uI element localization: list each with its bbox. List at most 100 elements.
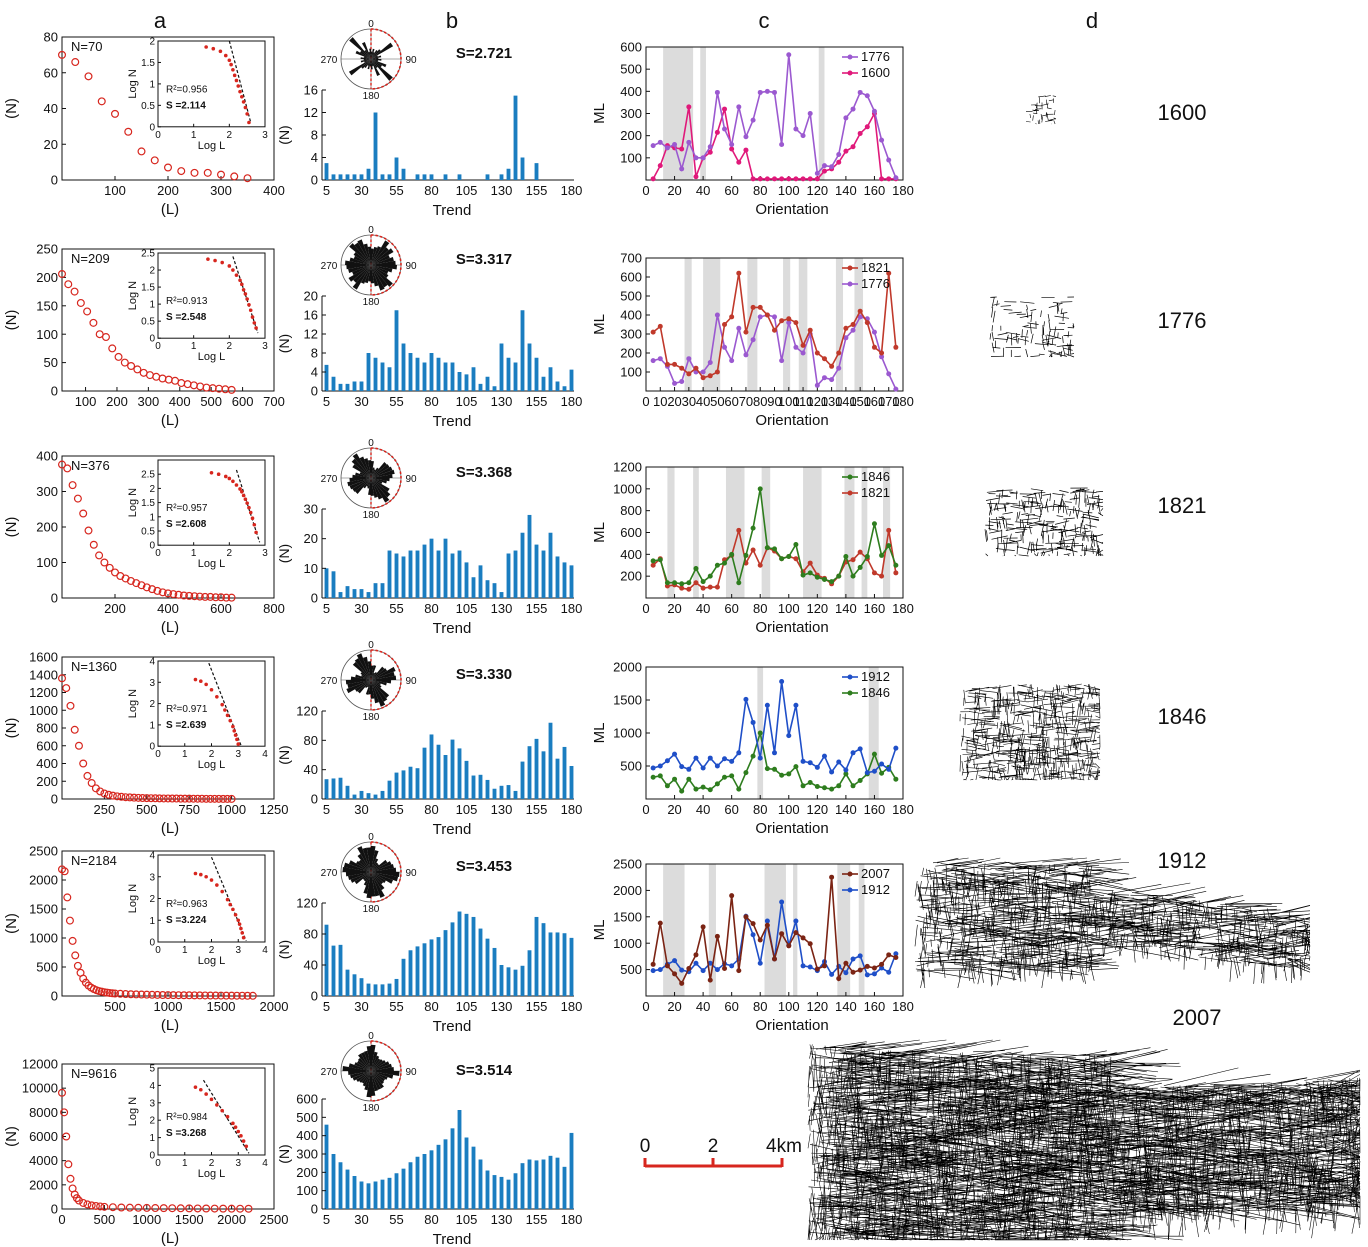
- shaded-band: [844, 467, 855, 598]
- data-point: [169, 991, 178, 1000]
- orientation-line-chart-2: 0 10 20 30 40 50 60 70 80 90100110120130140150160…: [591, 251, 914, 429]
- data-point: [219, 794, 228, 803]
- rose-petal: [363, 59, 371, 61]
- data-point: [84, 72, 93, 81]
- y-axis-label: (N): [276, 125, 292, 144]
- rose-petal: [371, 247, 389, 265]
- series-point-1821: [886, 270, 892, 276]
- rose-petal: [350, 676, 371, 680]
- series-point-1600: [686, 104, 692, 110]
- y-tick-label: 12: [304, 105, 318, 120]
- bar: [380, 1179, 385, 1209]
- inset-point: [240, 490, 244, 494]
- bar: [352, 794, 357, 799]
- bar: [422, 362, 427, 391]
- bar: [380, 174, 385, 180]
- inset-point: [241, 100, 246, 104]
- series-point-1846: [679, 788, 685, 794]
- rose-petal: [344, 260, 371, 265]
- bar: [471, 1146, 476, 1209]
- data-point: [62, 1132, 71, 1141]
- rose-petal: [367, 59, 371, 70]
- rose-petal: [371, 464, 390, 478]
- series-point-1846: [886, 543, 892, 549]
- series-point-1776: [729, 142, 735, 148]
- y-tick-label: 120: [296, 704, 318, 719]
- orientation-line-chart-3: 0 20 40 60 80 100 120 140 160 180 200 400 600 800 1000…: [591, 460, 914, 636]
- series-point-1912: [807, 964, 813, 970]
- bar: [450, 739, 455, 799]
- rose-petal: [359, 1071, 371, 1083]
- rose-petal: [360, 59, 371, 63]
- data-point: [132, 990, 141, 999]
- x-tick-label: 40: [696, 601, 710, 616]
- series-point-1776: [857, 314, 863, 320]
- inset-y-axis-label: Log N: [127, 281, 139, 310]
- inset-y-tick-label: 0.5: [141, 527, 155, 538]
- x-tick-label: 55: [389, 802, 403, 817]
- series-point-1912: [821, 753, 827, 759]
- rank-plot-1: 100 200 300 400 0 20 40 60 80 (L) (N) N=70 0 1 2 3 0 0.5 1…: [3, 30, 285, 218]
- scale-bar: 0 2 4km: [640, 1136, 802, 1168]
- bar: [464, 374, 469, 391]
- series-point-1912: [800, 758, 806, 764]
- r-squared-label: R²=0.984: [166, 1112, 208, 1123]
- inset-y-tick-label: 1.5: [141, 498, 155, 509]
- x-tick-label: 120: [806, 601, 828, 616]
- rose-petal: [367, 680, 371, 688]
- series-point-2007: [800, 935, 806, 941]
- rose-petal: [371, 672, 375, 680]
- series-point-1846: [821, 576, 827, 582]
- y-tick-label: 100: [620, 150, 642, 165]
- series-point-1821: [686, 371, 692, 377]
- x-tick-label: 55: [389, 601, 403, 616]
- data-point: [73, 494, 82, 503]
- rose-petal: [371, 1044, 376, 1071]
- inset-point: [254, 326, 258, 330]
- rose-label-180: 180: [363, 91, 380, 102]
- bar: [450, 553, 455, 598]
- series-point-2007: [707, 977, 713, 983]
- bar: [471, 775, 476, 799]
- rose-petal: [371, 265, 389, 278]
- inset-x-tick-label: 0: [155, 548, 161, 559]
- rose-petal: [371, 59, 379, 62]
- x-tick-label: 0: [642, 183, 649, 198]
- inset-point: [241, 935, 246, 940]
- data-point: [108, 791, 117, 800]
- bar: [562, 562, 567, 598]
- bar: [548, 532, 553, 598]
- bar: [527, 746, 532, 799]
- data-point: [244, 1204, 253, 1213]
- data-point: [57, 50, 66, 59]
- rose-petal: [371, 49, 378, 59]
- data-point: [151, 794, 160, 803]
- shaded-band: [663, 47, 694, 180]
- bar: [408, 1162, 413, 1209]
- x-tick-label: 800: [263, 601, 285, 616]
- x-tick-label: 80: [424, 1212, 438, 1227]
- rose-label-0: 0: [368, 832, 374, 843]
- inset-y-tick-label: 2: [149, 894, 155, 905]
- bar: [569, 369, 574, 391]
- y-tick-label: 100: [296, 1183, 318, 1198]
- bar: [366, 793, 371, 799]
- y-tick-label: 20: [44, 137, 58, 152]
- series-point-1912: [857, 953, 863, 959]
- inset-point: [231, 268, 235, 272]
- y-tick-label: 16: [304, 83, 318, 98]
- data-point: [110, 989, 119, 998]
- bar: [338, 174, 343, 180]
- x-tick-label: 40: [696, 802, 710, 817]
- inset-point: [227, 476, 232, 481]
- data-point: [84, 526, 93, 535]
- x-tick-label: 300: [138, 394, 160, 409]
- inset-point: [231, 907, 235, 912]
- bar: [429, 734, 434, 799]
- rose-petal: [361, 674, 371, 680]
- bar: [394, 553, 399, 598]
- x-tick-label: 1250: [260, 802, 289, 817]
- inset-point: [231, 1121, 235, 1126]
- x-tick-label: 130: [491, 183, 513, 198]
- bar: [527, 514, 532, 598]
